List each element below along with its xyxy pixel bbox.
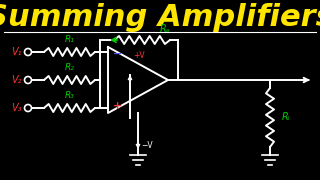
Text: Summing Amplifiers: Summing Amplifiers: [0, 3, 320, 31]
Text: R₃: R₃: [65, 91, 75, 100]
Text: −V: −V: [141, 141, 153, 150]
Text: +: +: [113, 101, 123, 111]
Text: R₁: R₁: [65, 35, 75, 44]
Text: V₁: V₁: [12, 47, 22, 57]
Text: Rₗ: Rₗ: [282, 112, 290, 123]
Text: R₂: R₂: [65, 63, 75, 72]
Text: −: −: [113, 49, 123, 59]
Text: V₃: V₃: [12, 103, 22, 113]
Text: V₂: V₂: [12, 75, 22, 85]
Text: Rₔ: Rₔ: [160, 24, 171, 34]
Text: +V: +V: [133, 51, 145, 60]
